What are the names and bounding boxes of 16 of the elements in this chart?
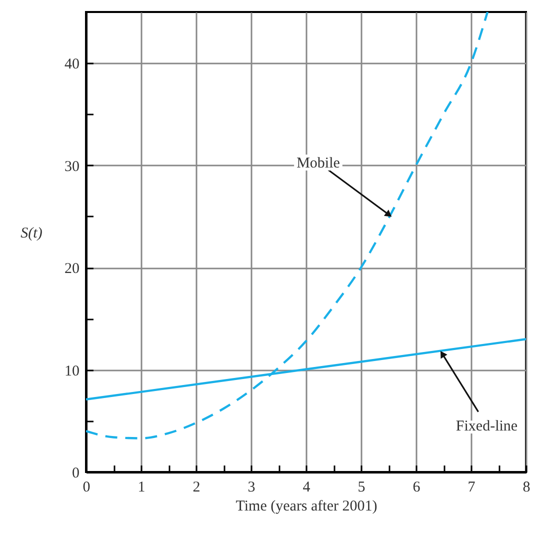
x-tick-label: 7: [468, 480, 476, 496]
y-tick-label: 20: [64, 261, 80, 278]
x-tick-label: 4: [302, 480, 311, 496]
x-tick-label: 5: [358, 480, 366, 496]
x-tick-label: 0: [82, 480, 90, 496]
x-tick-label: 8: [522, 480, 530, 496]
x-tick-label: 1: [138, 480, 146, 496]
x-axis-title: Time (years after 2001): [236, 498, 378, 514]
y-axis-title: S(t): [20, 226, 42, 242]
x-tick-label: 2: [192, 480, 200, 496]
x-tick-label: 3: [248, 480, 256, 496]
y-tick-label: 0: [72, 466, 80, 482]
y-tick-label: 40: [64, 56, 80, 73]
x-tick-label: 6: [412, 480, 421, 496]
y-tick-label: 10: [64, 363, 80, 380]
y-tick-label: 30: [64, 158, 80, 175]
